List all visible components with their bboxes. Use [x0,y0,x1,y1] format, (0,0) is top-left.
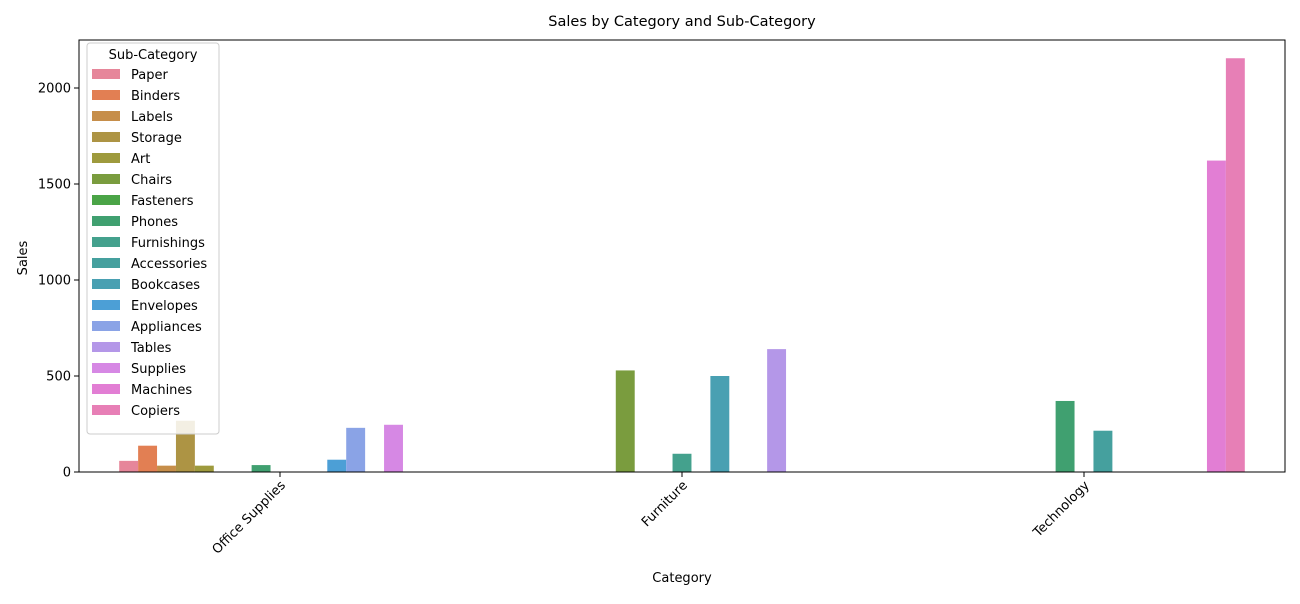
legend-label-machines: Machines [131,383,192,398]
legend-swatch-chairs [92,174,120,184]
legend-swatch-tables [92,342,120,352]
bar-furnishings-furniture [672,453,692,472]
bar-art-office-supplies [194,465,214,472]
legend-swatch-labels [92,111,120,121]
legend-swatch-storage [92,132,120,142]
legend-label-appliances: Appliances [131,320,202,335]
legend-swatch-binders [92,90,120,100]
legend-swatch-bookcases [92,279,120,289]
plot-frame [78,39,1286,473]
legend-swatch-paper [92,69,120,79]
x-tick-label: Office Supplies [210,478,289,557]
bar-envelopes-office-supplies [327,459,347,472]
legend-swatch-accessories [92,258,120,268]
bar-labels-office-supplies [157,465,176,472]
legend-label-bookcases: Bookcases [131,278,200,293]
bar-accessories-technology [1093,430,1113,472]
legend-label-paper: Paper [131,68,168,83]
legend-label-supplies: Supplies [131,362,186,377]
legend-label-tables: Tables [130,341,172,356]
bar-bookcases-furniture [710,376,730,472]
x-axis-label: Category [652,571,712,586]
legend-swatch-copiers [92,405,120,415]
bar-tables-furniture [767,349,787,472]
legend-label-envelopes: Envelopes [131,299,198,314]
legend-label-fasteners: Fasteners [131,194,194,209]
y-tick-label: 1500 [38,178,71,193]
bar-machines-technology [1206,160,1226,472]
y-tick-label: 1000 [38,274,71,289]
bar-phones-technology [1055,400,1075,472]
axes-layer: 0 500 1000 1500 2000 Office Supplies Furniture… [38,39,1286,557]
x-tick-label: Furniture [639,478,691,530]
legend-swatch-art [92,153,120,163]
bar-phones-office-supplies [251,465,271,472]
y-tick-label: 2000 [38,82,71,97]
legend-swatch-appliances [92,321,120,331]
legend-swatch-furnishings [92,237,120,247]
x-tick-label: Technology [1030,478,1093,541]
legend-swatch-machines [92,384,120,394]
bar-appliances-office-supplies [346,427,366,472]
legend-label-copiers: Copiers [131,404,180,419]
legend-swatch-fasteners [92,195,120,205]
bar-supplies-office-supplies [384,424,403,472]
bar-copiers-technology [1225,58,1245,473]
legend-label-furnishings: Furnishings [131,236,205,251]
y-tick-label: 0 [63,466,71,481]
legend-label-art: Art [131,152,150,167]
legend-label-storage: Storage [131,131,182,146]
legend-swatch-envelopes [92,300,120,310]
chart-title: Sales by Category and Sub-Category [548,14,816,30]
bars-layer [119,58,1245,473]
legend-swatch-phones [92,216,120,226]
legend-label-phones: Phones [131,215,178,230]
legend-label-chairs: Chairs [131,173,172,188]
bar-paper-office-supplies [119,460,139,472]
y-axis-label: Sales [16,240,31,275]
legend: Sub-Category Paper Binders Labels Storage Art… [86,42,220,435]
y-tick-label: 500 [46,370,71,385]
legend-label-accessories: Accessories [131,257,207,272]
bar-chairs-furniture [615,370,635,472]
bar-binders-office-supplies [138,445,158,472]
legend-label-labels: Labels [131,110,173,125]
legend-title: Sub-Category [109,48,198,63]
legend-swatch-supplies [92,363,120,373]
legend-label-binders: Binders [131,89,180,104]
